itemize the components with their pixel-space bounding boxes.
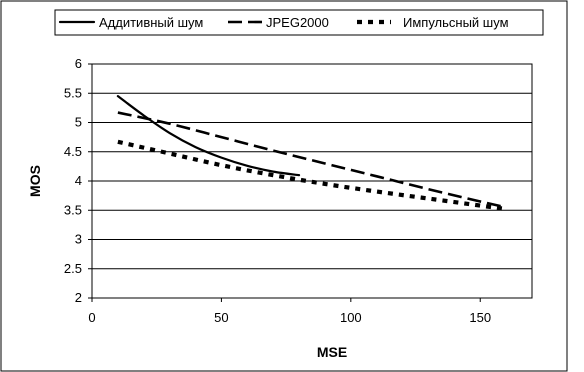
- x-tick-label: 100: [340, 310, 362, 325]
- legend-label-1: Аддитивный шум: [99, 15, 203, 30]
- y-axis-tick-labels: 2 2.5 3 3.5 4 4.5 5 5.5 6: [64, 56, 82, 305]
- x-axis-title: MSE: [317, 344, 347, 360]
- series-line-1: [116, 95, 301, 177]
- legend: Аддитивный шум JPEG2000 Импульсный шум: [54, 9, 544, 36]
- y-tick-label: 4.5: [64, 144, 82, 159]
- y-tick-label: 5.5: [64, 85, 82, 100]
- series-line-3: [117, 139, 507, 212]
- legend-label-3: Импульсный шум: [403, 15, 509, 30]
- legend-box: [54, 9, 544, 36]
- chart-area-border: [0, 0, 568, 372]
- x-axis-tick-labels: 0 50 100 150: [88, 310, 491, 325]
- y-axis-title: MOS: [27, 165, 43, 197]
- y-tick-label: 2.5: [64, 261, 82, 276]
- y-tick-label: 3.5: [64, 202, 82, 217]
- x-tick-label: 50: [214, 310, 228, 325]
- y-tick-label: 6: [75, 56, 82, 71]
- x-tick-label: 150: [469, 310, 491, 325]
- y-tick-label: 2: [75, 290, 82, 305]
- y-tick-label: 3: [75, 232, 82, 247]
- y-tick-label: 4: [75, 173, 82, 188]
- series-layer: [116, 95, 507, 212]
- y-tick-label: 5: [75, 115, 82, 130]
- legend-label-2: JPEG2000: [266, 15, 329, 30]
- x-tick-label: 0: [88, 310, 95, 325]
- series-line-2: [117, 111, 507, 209]
